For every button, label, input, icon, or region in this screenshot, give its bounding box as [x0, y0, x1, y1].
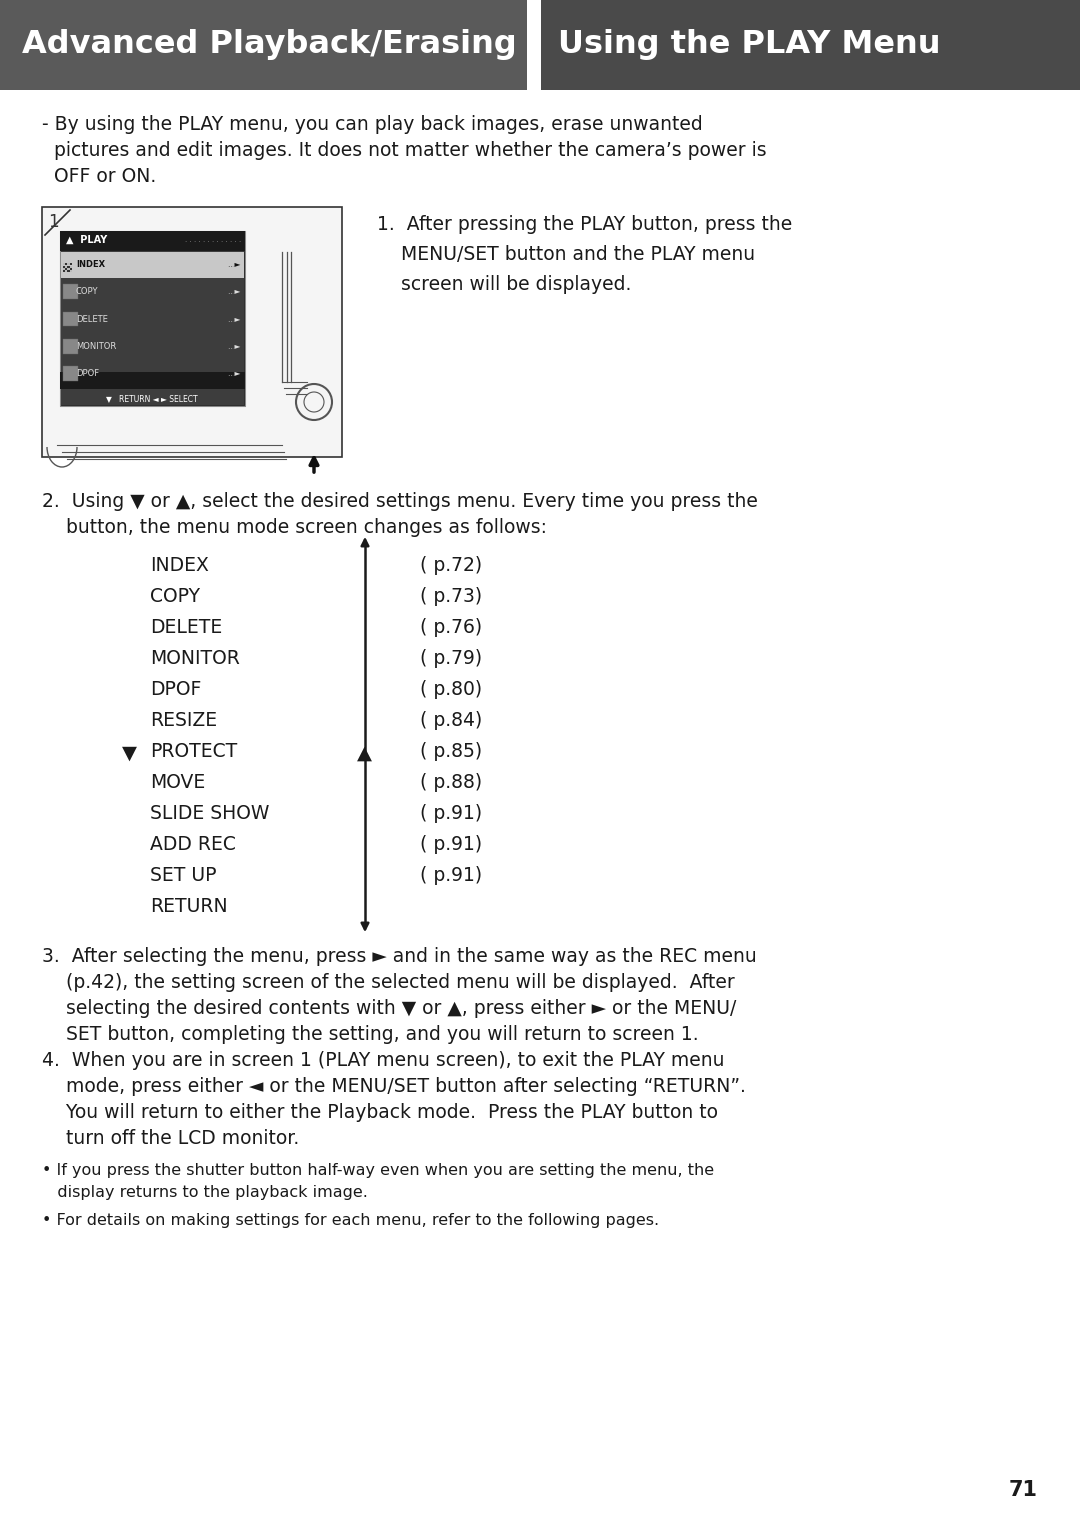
Bar: [60, 231, 245, 406]
Text: ( p.91): ( p.91): [420, 805, 482, 823]
Text: INDEX: INDEX: [76, 260, 105, 269]
Text: DELETE: DELETE: [150, 618, 222, 637]
Text: SET UP: SET UP: [150, 865, 216, 885]
Text: DPOF: DPOF: [150, 680, 201, 700]
Text: ( p.80): ( p.80): [420, 680, 482, 700]
Text: selecting the desired contents with ▼ or ▲, press either ► or the MENU/: selecting the desired contents with ▼ or…: [42, 999, 737, 1018]
Text: RETURN: RETURN: [150, 897, 228, 916]
Text: ADD REC: ADD REC: [150, 835, 235, 853]
Text: 4.  When you are in screen 1 (PLAY menu screen), to exit the PLAY menu: 4. When you are in screen 1 (PLAY menu s…: [42, 1051, 725, 1069]
Text: ▲: ▲: [357, 744, 372, 764]
Text: ( p.91): ( p.91): [420, 865, 482, 885]
Text: Using the PLAY Menu: Using the PLAY Menu: [558, 29, 941, 61]
Text: RESIZE: RESIZE: [150, 710, 217, 730]
Text: MOVE: MOVE: [150, 773, 205, 792]
Text: DELETE: DELETE: [76, 315, 108, 324]
Text: ▼   RETURN ◄ ► SELECT: ▼ RETURN ◄ ► SELECT: [106, 394, 198, 403]
Text: screen will be displayed.: screen will be displayed.: [377, 275, 632, 294]
Text: button, the menu mode screen changes as follows:: button, the menu mode screen changes as …: [42, 519, 546, 537]
Text: …►: …►: [228, 315, 241, 324]
Text: • For details on making settings for each menu, refer to the following pages.: • For details on making settings for eac…: [42, 1214, 659, 1227]
Bar: [60, 231, 245, 251]
Bar: [69, 271, 71, 272]
Text: …►: …►: [228, 342, 241, 351]
Bar: [67, 271, 69, 272]
Bar: [69, 266, 71, 268]
Text: …►: …►: [228, 287, 241, 297]
Bar: [63, 339, 78, 354]
Text: display returns to the playback image.: display returns to the playback image.: [42, 1185, 368, 1200]
Text: SLIDE SHOW: SLIDE SHOW: [150, 805, 269, 823]
Text: ▼: ▼: [122, 744, 137, 764]
Text: …►: …►: [228, 370, 241, 377]
Bar: [65, 271, 67, 272]
Text: 2.  Using ▼ or ▲, select the desired settings menu. Every time you press the: 2. Using ▼ or ▲, select the desired sett…: [42, 491, 758, 511]
Bar: [69, 268, 71, 269]
Text: ▲  PLAY: ▲ PLAY: [66, 236, 107, 245]
Text: • If you press the shutter button half-way even when you are setting the menu, t: • If you press the shutter button half-w…: [42, 1164, 714, 1177]
Text: ( p.72): ( p.72): [420, 557, 482, 575]
Text: ( p.79): ( p.79): [420, 649, 482, 668]
Text: INDEX: INDEX: [150, 557, 208, 575]
Text: ( p.85): ( p.85): [420, 742, 482, 760]
Bar: [63, 284, 78, 300]
Text: 1.  After pressing the PLAY button, press the: 1. After pressing the PLAY button, press…: [377, 214, 793, 234]
Bar: [42, 207, 342, 456]
Text: - By using the PLAY menu, you can play back images, erase unwanted: - By using the PLAY menu, you can play b…: [42, 116, 703, 134]
Text: ( p.91): ( p.91): [420, 835, 482, 853]
Bar: [63, 271, 65, 272]
Bar: [60, 252, 244, 278]
Bar: [65, 266, 67, 268]
Bar: [63, 263, 65, 266]
Text: OFF or ON.: OFF or ON.: [42, 167, 157, 186]
Text: 71: 71: [1009, 1480, 1038, 1500]
Bar: [65, 263, 67, 266]
Text: turn off the LCD monitor.: turn off the LCD monitor.: [42, 1129, 299, 1148]
Text: MENU/SET button and the PLAY menu: MENU/SET button and the PLAY menu: [377, 245, 755, 265]
Text: DPOF: DPOF: [76, 370, 99, 377]
Bar: [63, 367, 78, 380]
Bar: [0, 0, 527, 90]
Text: . . . . . . . . . . . . .: . . . . . . . . . . . . .: [185, 237, 241, 243]
Text: ( p.76): ( p.76): [420, 618, 482, 637]
Bar: [527, 0, 541, 90]
Bar: [67, 263, 69, 266]
Text: You will return to either the Playback mode.  Press the PLAY button to: You will return to either the Playback m…: [42, 1103, 718, 1122]
Bar: [63, 266, 65, 268]
Bar: [67, 266, 69, 268]
Text: COPY: COPY: [150, 587, 200, 605]
Text: pictures and edit images. It does not matter whether the camera’s power is: pictures and edit images. It does not ma…: [42, 141, 767, 160]
Bar: [63, 268, 65, 269]
Text: Advanced Playback/Erasing: Advanced Playback/Erasing: [22, 29, 516, 61]
Text: PROTECT: PROTECT: [150, 742, 238, 760]
Bar: [63, 312, 78, 327]
Text: mode, press either ◄ or the MENU/SET button after selecting “RETURN”.: mode, press either ◄ or the MENU/SET but…: [42, 1077, 746, 1097]
Text: (p.42), the setting screen of the selected menu will be displayed.  After: (p.42), the setting screen of the select…: [42, 973, 734, 992]
Text: ( p.84): ( p.84): [420, 710, 483, 730]
Bar: [541, 0, 1080, 90]
Text: ( p.88): ( p.88): [420, 773, 482, 792]
Text: 3.  After selecting the menu, press ► and in the same way as the REC menu: 3. After selecting the menu, press ► and…: [42, 948, 757, 966]
Text: MONITOR: MONITOR: [150, 649, 240, 668]
Bar: [65, 268, 67, 269]
Bar: [60, 233, 244, 405]
Text: SET button, completing the setting, and you will return to screen 1.: SET button, completing the setting, and …: [42, 1025, 699, 1043]
Bar: [67, 268, 69, 269]
Text: ( p.73): ( p.73): [420, 587, 482, 605]
Bar: [69, 263, 71, 266]
Text: MONITOR: MONITOR: [76, 342, 117, 351]
Bar: [60, 373, 245, 389]
Text: …►: …►: [228, 260, 241, 269]
Text: COPY: COPY: [76, 287, 98, 297]
Text: 1: 1: [48, 213, 58, 231]
